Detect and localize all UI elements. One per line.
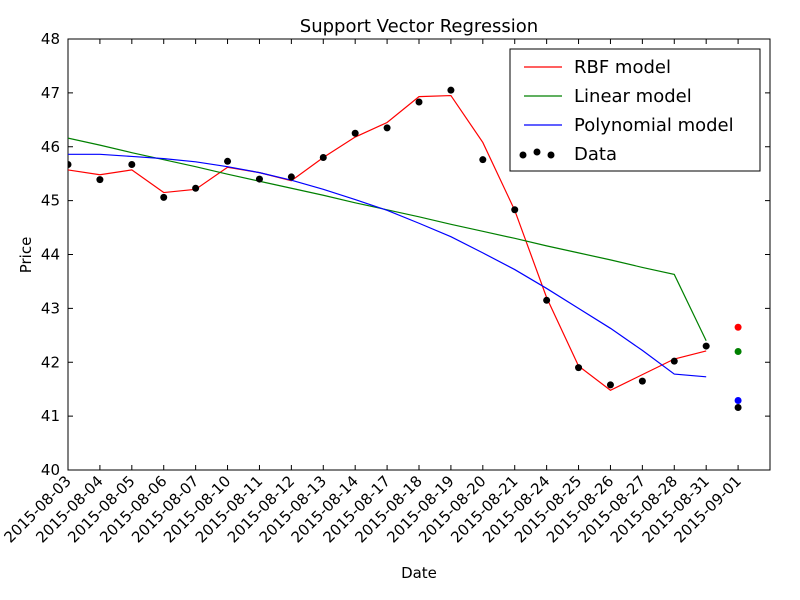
polynomial-model-line <box>68 153 707 378</box>
legend-box <box>509 48 761 172</box>
y-tick-label: 48 <box>41 30 60 48</box>
data-point <box>160 193 168 201</box>
legend-swatch-data <box>533 148 541 156</box>
data-point <box>128 161 136 169</box>
data-point <box>670 357 678 365</box>
data-point <box>734 404 742 412</box>
data-point <box>96 176 104 184</box>
data-point <box>511 206 519 214</box>
legend-label-linear-model: Linear model <box>574 86 692 107</box>
y-tick-label: 44 <box>41 246 60 264</box>
rbf-model-prediction-point <box>734 323 742 331</box>
data-point <box>351 129 359 137</box>
data-point <box>606 381 614 389</box>
polynomial-model-prediction-point <box>734 397 742 405</box>
y-tick-label: 46 <box>41 138 60 156</box>
data-point <box>638 377 646 385</box>
y-tick-label: 42 <box>41 353 60 371</box>
legend-label-data: Data <box>574 144 617 165</box>
data-point <box>415 98 423 106</box>
data-point <box>479 156 487 164</box>
data-point <box>224 157 232 165</box>
y-tick-label: 41 <box>41 407 60 425</box>
x-axis-label: Date <box>401 564 437 582</box>
linear-model-prediction-point <box>734 347 742 355</box>
data-point <box>447 86 455 94</box>
data-point <box>287 173 295 181</box>
legend-label-rbf-model: RBF model <box>574 57 671 78</box>
legend-swatch-data <box>547 151 555 159</box>
data-point <box>192 184 200 192</box>
data-point <box>383 124 391 132</box>
chart-title: Support Vector Regression <box>300 16 538 37</box>
y-tick-label: 40 <box>41 461 60 479</box>
data-point <box>543 296 551 304</box>
data-point <box>575 364 583 372</box>
y-tick-label: 45 <box>41 192 60 210</box>
data-point <box>255 175 263 183</box>
data-point <box>319 154 327 162</box>
y-tick-label: 43 <box>41 299 60 317</box>
legend-swatch-data <box>519 151 527 159</box>
legend: RBF model Linear model Polynomial model Dat… <box>509 48 761 172</box>
data-point <box>68 161 72 169</box>
legend-label-polynomial-model: Polynomial model <box>574 115 734 136</box>
y-tick-label: 47 <box>41 84 60 102</box>
data-point <box>702 342 710 350</box>
rbf-model-line <box>68 94 707 391</box>
y-axis-label: Price <box>17 237 35 274</box>
